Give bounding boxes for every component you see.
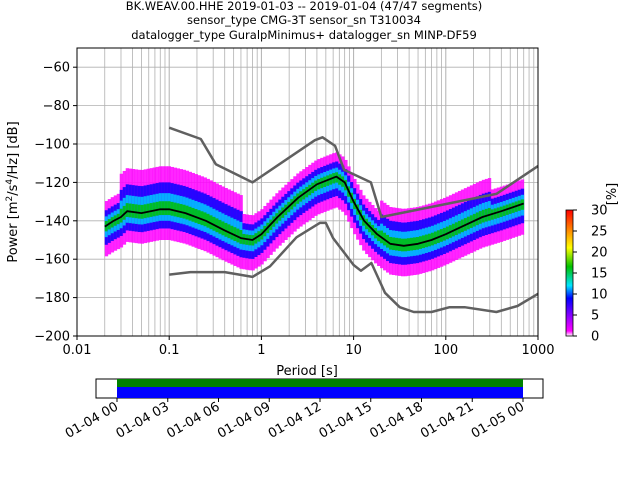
colorbar-tick-label: 5 [591,309,599,324]
histogram-cell [194,209,198,223]
histogram-cell [188,206,192,221]
y-axis: −60 −80 −100 −120 −140 −160 −180 −200 [34,61,77,345]
histogram-cell [239,230,243,244]
histogram-cell [206,213,210,228]
colorbar-label: [%] [605,183,620,206]
y-axis-label: Power [m2/s4/Hz] [dB] [5,121,21,262]
timeline-tick-label: 01-04 09 [215,399,273,441]
histogram-cell [167,201,171,216]
timeline-tick-label: 01-04 18 [367,399,425,441]
histogram-cell [176,203,180,218]
x-tick-label: 100 [433,343,458,358]
y-tick-label: −120 [34,176,70,191]
histogram-cell [131,203,136,218]
nhnm-curve [168,126,539,219]
x-tick-label: 10 [345,343,362,358]
histogram-cell [185,205,189,220]
timeline-tick-label: 01-04 15 [317,399,375,441]
colorbar-tick-label: 20 [591,246,608,261]
y-tick-label: −100 [34,138,70,153]
histogram-cell [152,202,157,217]
colorbar: 0 5 10 15 20 25 30 [%] [565,183,620,345]
chart-title-line-2: sensor_type CMG-3T sensor_sn T310034 [187,13,421,27]
colorbar-tick-label: 25 [591,225,608,240]
histogram-cell [125,203,130,217]
chart-title-line-1: BK.WEAV.00.HHE 2019-01-03 -- 2019-01-04 … [126,0,483,13]
histogram-cell [137,204,142,219]
histogram-cell [173,202,177,217]
histogram-cell [143,204,148,219]
mean-curve [104,175,524,247]
histogram-cell [146,203,151,218]
histogram-cell [233,227,237,241]
x-tick-label: 1000 [521,343,554,358]
histogram-cell [179,204,183,218]
histogram-cell [212,216,216,231]
noise-model-curves [104,126,539,314]
histogram-cell [209,215,213,230]
timeline-tick-label: 01-04 06 [164,399,222,441]
y-tick-label: −60 [43,61,70,76]
plot-area [76,47,539,337]
x-axis: 0.01 0.1 1 10 100 1000 [63,336,555,358]
histogram-cell [134,204,139,219]
nlnm-curve [169,221,539,314]
histogram-cell [149,203,154,217]
coverage-bar-green [117,379,523,387]
histogram-cell [128,203,133,218]
y-tick-label: −140 [34,214,70,229]
histogram-cell [230,225,234,240]
y-tick-label: −160 [34,253,70,268]
x-tick-label: 1 [257,343,265,358]
x-tick-label: 0.1 [159,343,180,358]
timeline-tick-label: 01-04 12 [266,399,324,441]
histogram-cell [140,204,145,219]
x-tick-label: 0.01 [63,343,92,358]
histogram-cell [215,218,219,233]
histogram-cell [164,201,168,216]
timeline-tick-label: 01-05 00 [469,399,527,441]
histogram-cell [197,210,201,224]
y-tick-label: −80 [43,99,70,114]
colorbar-ticks: 0 5 10 15 20 25 30 [573,204,608,345]
timeline-tick-label: 01-04 21 [418,399,476,441]
x-axis-label: Period [s] [276,364,338,379]
timeline-tick-label: 01-04 00 [63,399,121,441]
colorbar-tick-label: 15 [591,267,608,282]
histogram-cell [200,211,204,226]
coverage-bar-blue [117,387,523,398]
histogram-cell [161,201,166,216]
timeline-tick-label: 01-04 03 [114,399,172,441]
histogram-cell [236,228,240,243]
histogram-cell [224,222,228,237]
histogram-cell [203,212,207,227]
colorbar-tick-label: 30 [591,204,608,219]
colorbar-gradient [565,209,574,337]
y-tick-label: −180 [34,291,70,306]
histogram-cell [182,204,186,219]
histogram-cell [158,201,163,216]
histogram-cell [155,201,160,216]
colorbar-tick-label: 0 [591,330,599,345]
y-tick-label: −200 [34,330,70,345]
histogram-cell [218,219,222,234]
histogram-cell [191,207,195,222]
chart-title-line-3: datalogger_type GuralpMinimus+ datalogge… [131,28,477,42]
plot-frame [76,47,539,337]
histogram-cell [221,221,225,236]
histogram-cell [170,201,174,216]
histogram-cell [227,224,231,239]
colorbar-tick-label: 10 [591,288,608,303]
